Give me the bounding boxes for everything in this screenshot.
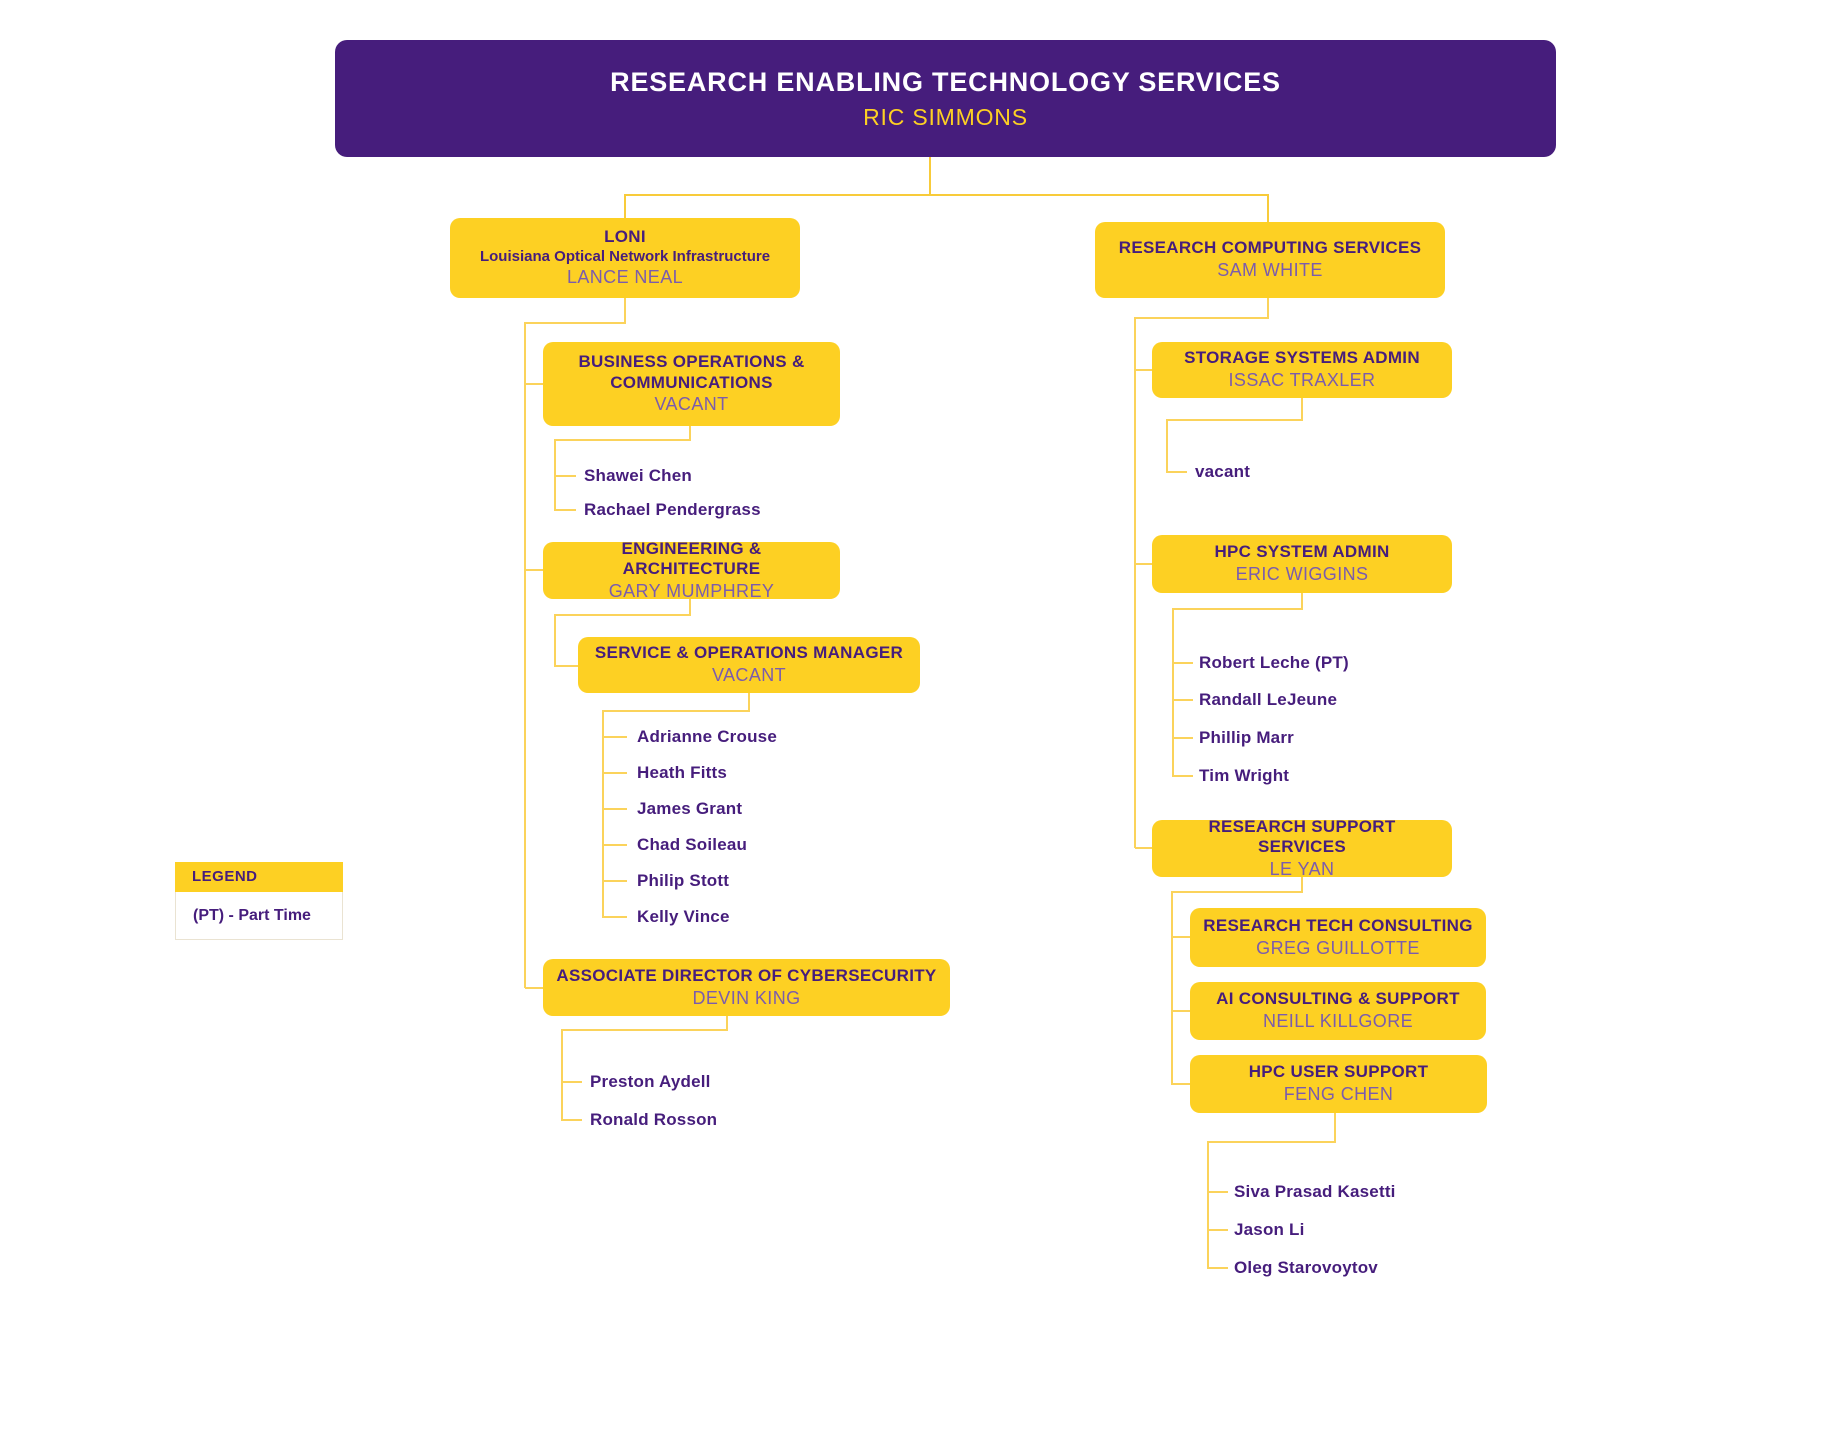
org-box-storage-systems-admin: STORAGE SYSTEMS ADMIN ISSAC TRAXLER — [1152, 342, 1452, 398]
org-box-hpc-user-support: HPC USER SUPPORT FENG CHEN — [1190, 1055, 1487, 1113]
box-title: HPC USER SUPPORT — [1248, 1062, 1429, 1082]
box-title: SERVICE & OPERATIONS MANAGER — [594, 643, 904, 663]
legend-title: LEGEND — [175, 862, 343, 892]
box-name: VACANT — [711, 665, 787, 686]
org-box-engineering-architecture: ENGINEERING & ARCHITECTURE GARY MUMPHREY — [543, 538, 840, 601]
box-title: STORAGE SYSTEMS ADMIN — [1184, 348, 1420, 368]
root-title: RESEARCH ENABLING TECHNOLOGY SERVICES — [610, 66, 1281, 97]
box-title: RESEARCH TECH CONSULTING — [1203, 915, 1473, 935]
box-name: GARY MUMPHREY — [608, 580, 775, 601]
box-title: AI CONSULTING & SUPPORT — [1216, 989, 1460, 1009]
org-box-loni: LONI Louisiana Optical Network Infrastru… — [450, 218, 800, 298]
org-box-research-support-services: RESEARCH SUPPORT SERVICES LE YAN — [1152, 816, 1452, 879]
hpc-user-support-staff-connector — [1207, 1113, 1336, 1269]
staff-name: vacant — [1195, 462, 1251, 481]
org-box-business-operations: BUSINESS OPERATIONS & COMMUNICATIONS VAC… — [543, 342, 840, 426]
box-title: ENGINEERING & ARCHITECTURE — [621, 538, 762, 579]
staff-name: Robert Leche (PT) — [1199, 653, 1349, 672]
staff-name: Randall LeJeune — [1199, 690, 1338, 709]
box-name: GREG GUILLOTTE — [1256, 937, 1420, 958]
org-box-research-tech-consulting: RESEARCH TECH CONSULTING GREG GUILLOTTE — [1190, 908, 1486, 967]
staff-name: Phillip Marr — [1199, 728, 1294, 747]
box-title: RESEARCH COMPUTING SERVICES — [1118, 238, 1422, 258]
staff-name: Siva Prasad Kasetti — [1234, 1182, 1396, 1201]
org-box-cybersecurity: ASSOCIATE DIRECTOR OF CYBERSECURITY DEVI… — [543, 959, 950, 1016]
box-name: VACANT — [654, 394, 729, 415]
root-connector — [624, 157, 1269, 222]
staff-name: Kelly Vince — [637, 907, 730, 926]
box-name: SAM WHITE — [1217, 260, 1323, 281]
service-ops-staff-connector — [602, 693, 750, 918]
box-name: NEILL KILLGORE — [1263, 1011, 1413, 1032]
staff-name: Adrianne Crouse — [637, 727, 777, 746]
box-title: ASSOCIATE DIRECTOR OF CYBERSECURITY — [556, 965, 937, 985]
staff-name: Chad Soileau — [637, 835, 748, 854]
box-title: LONI — [604, 227, 646, 246]
staff-name: Tim Wright — [1199, 766, 1290, 785]
box-title: HPC SYSTEM ADMIN — [1214, 542, 1390, 562]
rcs-trunk-connector — [1134, 298, 1269, 849]
box-name: ERIC WIGGINS — [1235, 564, 1369, 585]
staff-name: Heath Fitts — [637, 763, 728, 782]
org-box-hpc-system-admin: HPC SYSTEM ADMIN ERIC WIGGINS — [1152, 535, 1452, 593]
box-name: LE YAN — [1269, 858, 1335, 879]
box-subtitle: Louisiana Optical Network Infrastructure — [479, 247, 771, 265]
loni-trunk-connector — [524, 298, 626, 989]
staff-name: Jason Li — [1234, 1220, 1305, 1239]
org-box-ai-consulting-support: AI CONSULTING & SUPPORT NEILL KILLGORE — [1190, 982, 1486, 1040]
staff-name: Ronald Rosson — [590, 1110, 718, 1129]
support-children-connector — [1171, 877, 1303, 1085]
hpc-admin-staff-connector — [1172, 593, 1303, 777]
org-box-service-operations-manager: SERVICE & OPERATIONS MANAGER VACANT — [578, 637, 920, 693]
box-title: BUSINESS OPERATIONS & COMMUNICATIONS — [578, 352, 805, 392]
business-ops-staff-connector — [554, 426, 691, 511]
box-name: LANCE NEAL — [566, 267, 684, 288]
cybersecurity-staff-connector — [561, 1016, 728, 1121]
staff-name: James Grant — [637, 799, 743, 818]
box-title: RESEARCH SUPPORT SERVICES — [1208, 816, 1396, 857]
engineering-to-service-ops-connector — [554, 599, 691, 667]
storage-staff-connector — [1166, 398, 1303, 473]
org-box-root: RESEARCH ENABLING TECHNOLOGY SERVICES RI… — [335, 40, 1556, 157]
staff-name: Shawei Chen — [584, 466, 693, 485]
staff-name: Philip Stott — [637, 871, 730, 890]
legend-item: (PT) - Part Time — [175, 892, 343, 940]
box-name: ISSAC TRAXLER — [1228, 370, 1376, 391]
box-name: FENG CHEN — [1283, 1084, 1394, 1105]
org-box-research-computing-services: RESEARCH COMPUTING SERVICES SAM WHITE — [1095, 222, 1445, 298]
box-name: DEVIN KING — [692, 987, 801, 1008]
staff-name: Rachael Pendergrass — [584, 500, 761, 519]
root-name: RIC SIMMONS — [863, 103, 1028, 130]
staff-name: Preston Aydell — [590, 1072, 711, 1091]
staff-name: Oleg Starovoytov — [1234, 1258, 1378, 1277]
